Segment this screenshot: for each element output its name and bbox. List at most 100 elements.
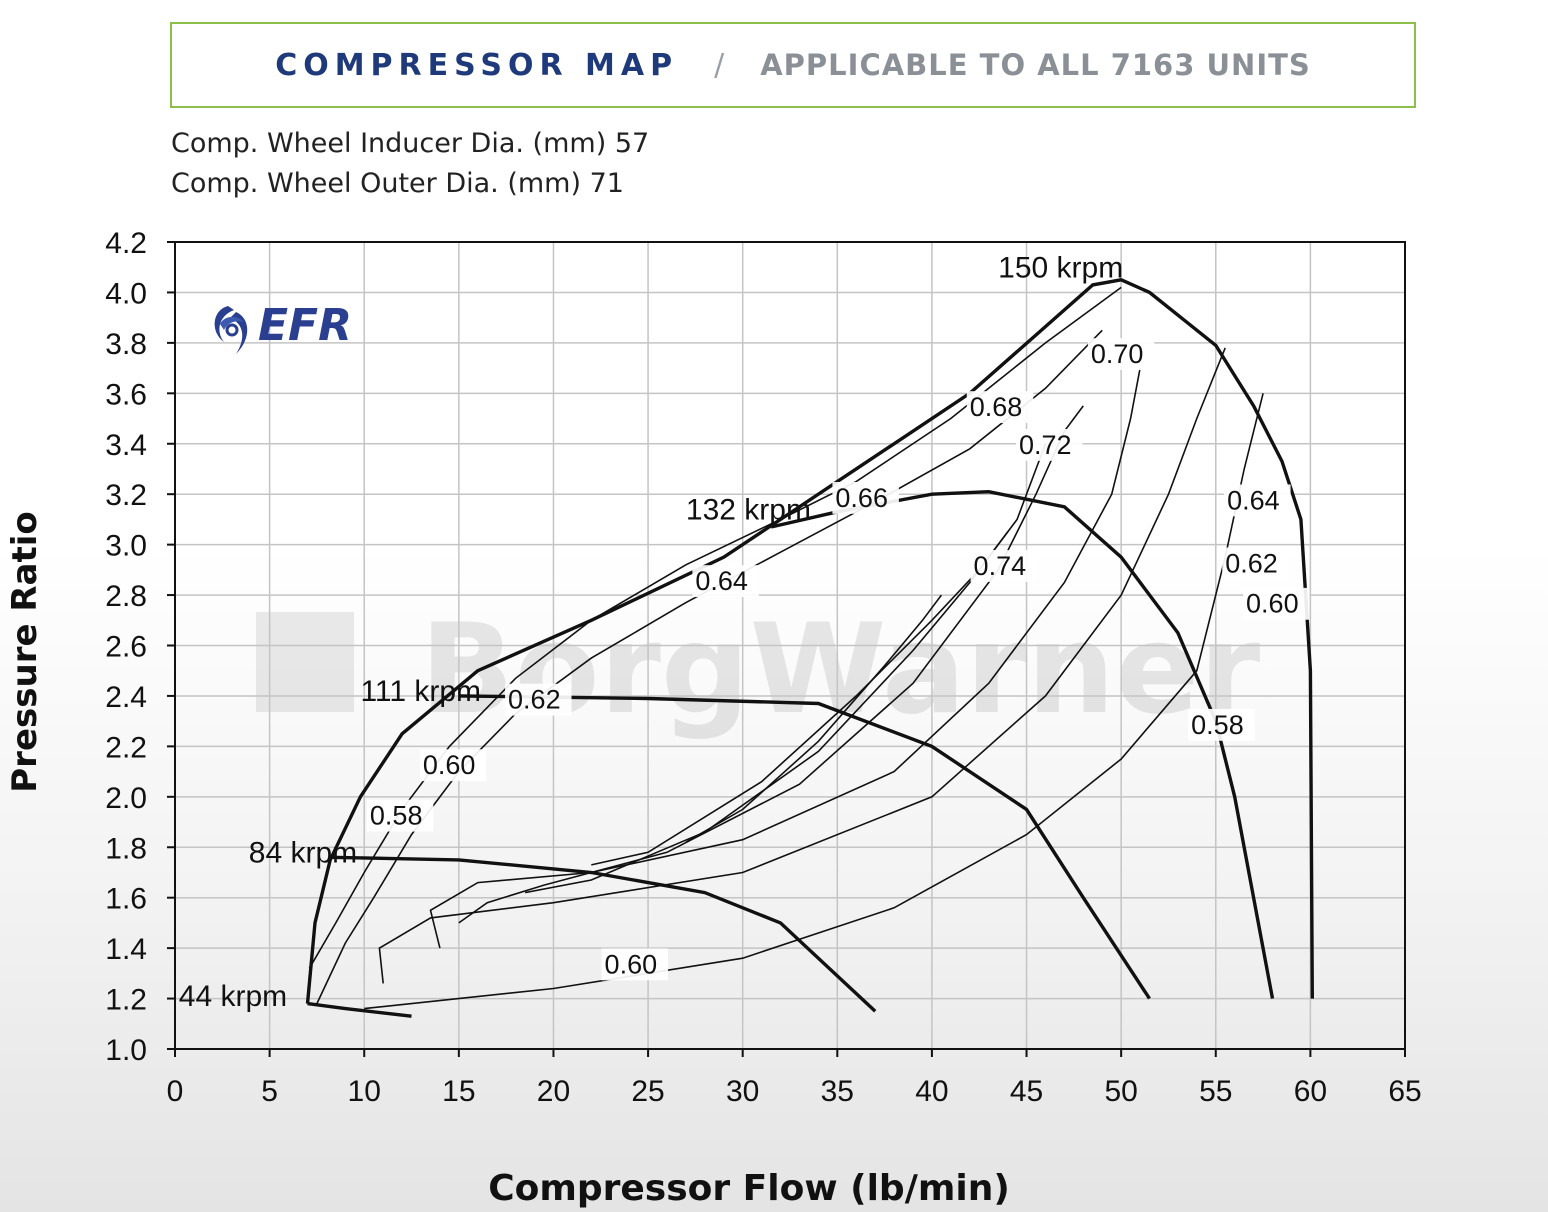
label-text: 0.66 [835, 483, 888, 513]
speed-line-132-krpm [770, 489, 1275, 999]
label-backdrop [966, 391, 1034, 424]
label-backdrop [419, 749, 487, 782]
label-text: 0.68 [970, 392, 1023, 422]
efficiency-label: 0.58 [1188, 708, 1255, 741]
label-text: 84 krpm [249, 836, 357, 869]
speed-label: 111 krpm [360, 675, 481, 708]
label-text: 44 krpm [179, 980, 287, 1013]
label-text: 0.58 [1191, 710, 1244, 740]
x-tick-label: 10 [348, 1075, 381, 1108]
y-tick-label: 2.0 [105, 782, 147, 815]
spec-outer-diameter: Comp. Wheel Outer Dia. (mm) 71 [171, 168, 624, 199]
chart-annotations: 150 krpm 132 krpm 111 krpm 84 krpm 44 krpm 0.… [179, 251, 1310, 1013]
label-text: 111 krpm [360, 675, 481, 708]
label-text: 0.72 [1019, 430, 1072, 460]
label-backdrop [601, 948, 669, 981]
y-tick-label: 3.8 [105, 328, 147, 361]
label-text: 0.60 [605, 949, 658, 979]
y-tick-label: 2.8 [105, 580, 147, 613]
y-tick-label: 2.2 [105, 731, 147, 764]
speed-line-44-krpm [307, 1001, 412, 1018]
label-backdrop [1087, 338, 1155, 371]
label-text: 0.64 [695, 566, 748, 596]
label-text: 0.70 [1091, 339, 1144, 369]
speed-line-84-krpm [330, 855, 877, 1013]
x-tick-label: 55 [1199, 1075, 1232, 1108]
x-tick-label: 20 [537, 1075, 570, 1108]
y-tick-label: 3.6 [105, 378, 147, 411]
y-tick-label: 3.4 [105, 429, 147, 462]
page-subtitle: APPLICABLE TO ALL 7163 UNITS [760, 48, 1311, 82]
x-axis-label: Compressor Flow (lb/min) [488, 1168, 1010, 1209]
x-tick-label: 30 [726, 1075, 759, 1108]
efficiency-label: 0.64 [692, 565, 759, 598]
label-backdrop [832, 481, 899, 514]
y-tick-label: 2.4 [105, 681, 147, 714]
title-separator: / [714, 47, 725, 83]
label-text: 0.62 [508, 685, 561, 715]
label-backdrop [366, 799, 434, 832]
chart-grid [174, 241, 1406, 1050]
efficiency-line-0.74 [685, 594, 943, 843]
spec-inducer-diameter: Comp. Wheel Inducer Dia. (mm) 57 [171, 128, 650, 159]
x-tick-label: 0 [167, 1075, 184, 1108]
x-tick-label: 35 [821, 1075, 854, 1108]
label-backdrop [692, 565, 759, 598]
efficiency-label: 0.60 [419, 749, 487, 782]
speed-label: 132 krpm [686, 493, 811, 526]
efficiency-line-0.60 [316, 329, 1103, 1004]
label-text: 0.74 [974, 551, 1027, 581]
x-tick-label: 15 [442, 1075, 475, 1108]
label-text: 150 krpm [998, 251, 1123, 284]
label-text: 0.60 [423, 750, 476, 780]
label-backdrop [970, 550, 1038, 582]
page-title: COMPRESSOR MAP [275, 47, 679, 83]
y-tick-label: 1.8 [105, 832, 147, 865]
y-tick-label: 4.2 [105, 227, 147, 260]
efficiency-label: 0.70 [1087, 338, 1155, 371]
label-text: 0.58 [370, 801, 423, 831]
label-backdrop [1224, 484, 1291, 517]
y-tick-label: 1.2 [105, 984, 147, 1017]
speed-label: 150 krpm [998, 251, 1123, 284]
label-text: 0.62 [1225, 548, 1278, 578]
efficiency-line-0.64 [378, 347, 1226, 984]
efficiency-label: 0.60 [1243, 587, 1310, 620]
y-tick-label: 1.0 [105, 1034, 147, 1067]
chart-axes: 0 5 10 15 20 25 30 35 40 45 50 55 60 65 1.0 1.2 1.4 1.6 1.… [5, 227, 1422, 1209]
x-tick-label: 60 [1294, 1075, 1327, 1108]
y-tick-label: 2.6 [105, 631, 147, 664]
efficiency-label: 0.60 [601, 948, 669, 981]
x-tick-label: 25 [631, 1075, 664, 1108]
y-tick-label: 1.4 [105, 933, 147, 966]
efficiency-label: 0.62 [1222, 547, 1289, 580]
x-tick-label: 50 [1104, 1075, 1137, 1108]
efficiency-label: 0.64 [1224, 484, 1291, 517]
y-axis-label: Pressure Ratio [5, 511, 45, 792]
label-backdrop [1188, 708, 1255, 741]
x-tick-label: 40 [915, 1075, 948, 1108]
borgwarner-watermark: BorgWarner [256, 598, 1260, 742]
label-backdrop [1243, 587, 1310, 620]
y-tick-label: 3.2 [105, 479, 147, 512]
x-tick-label: 5 [261, 1075, 278, 1108]
speed-label: 84 krpm [249, 836, 357, 869]
watermark-emblem [256, 612, 354, 712]
efficiency-line-0.66 [429, 367, 1141, 949]
y-tick-label: 4.0 [105, 277, 147, 310]
efficiency-label: 0.66 [832, 481, 899, 514]
label-backdrop [1015, 428, 1083, 461]
speed-line-111-krpm [458, 694, 1151, 1000]
label-text: 132 krpm [686, 493, 811, 526]
label-text: 0.60 [1246, 589, 1299, 619]
y-tick-label: 1.6 [105, 883, 147, 916]
label-text: 0.64 [1227, 485, 1280, 515]
header-banner: COMPRESSOR MAP / APPLICABLE TO ALL 7163 … [170, 22, 1416, 108]
efr-logo: EFR [214, 300, 352, 354]
y-tick-label: 3.0 [105, 530, 147, 563]
watermark-text: BorgWarner [420, 598, 1260, 742]
efficiency-label: 0.72 [1015, 428, 1083, 461]
map-boundary-line [305, 278, 1314, 1004]
label-backdrop [505, 683, 572, 716]
